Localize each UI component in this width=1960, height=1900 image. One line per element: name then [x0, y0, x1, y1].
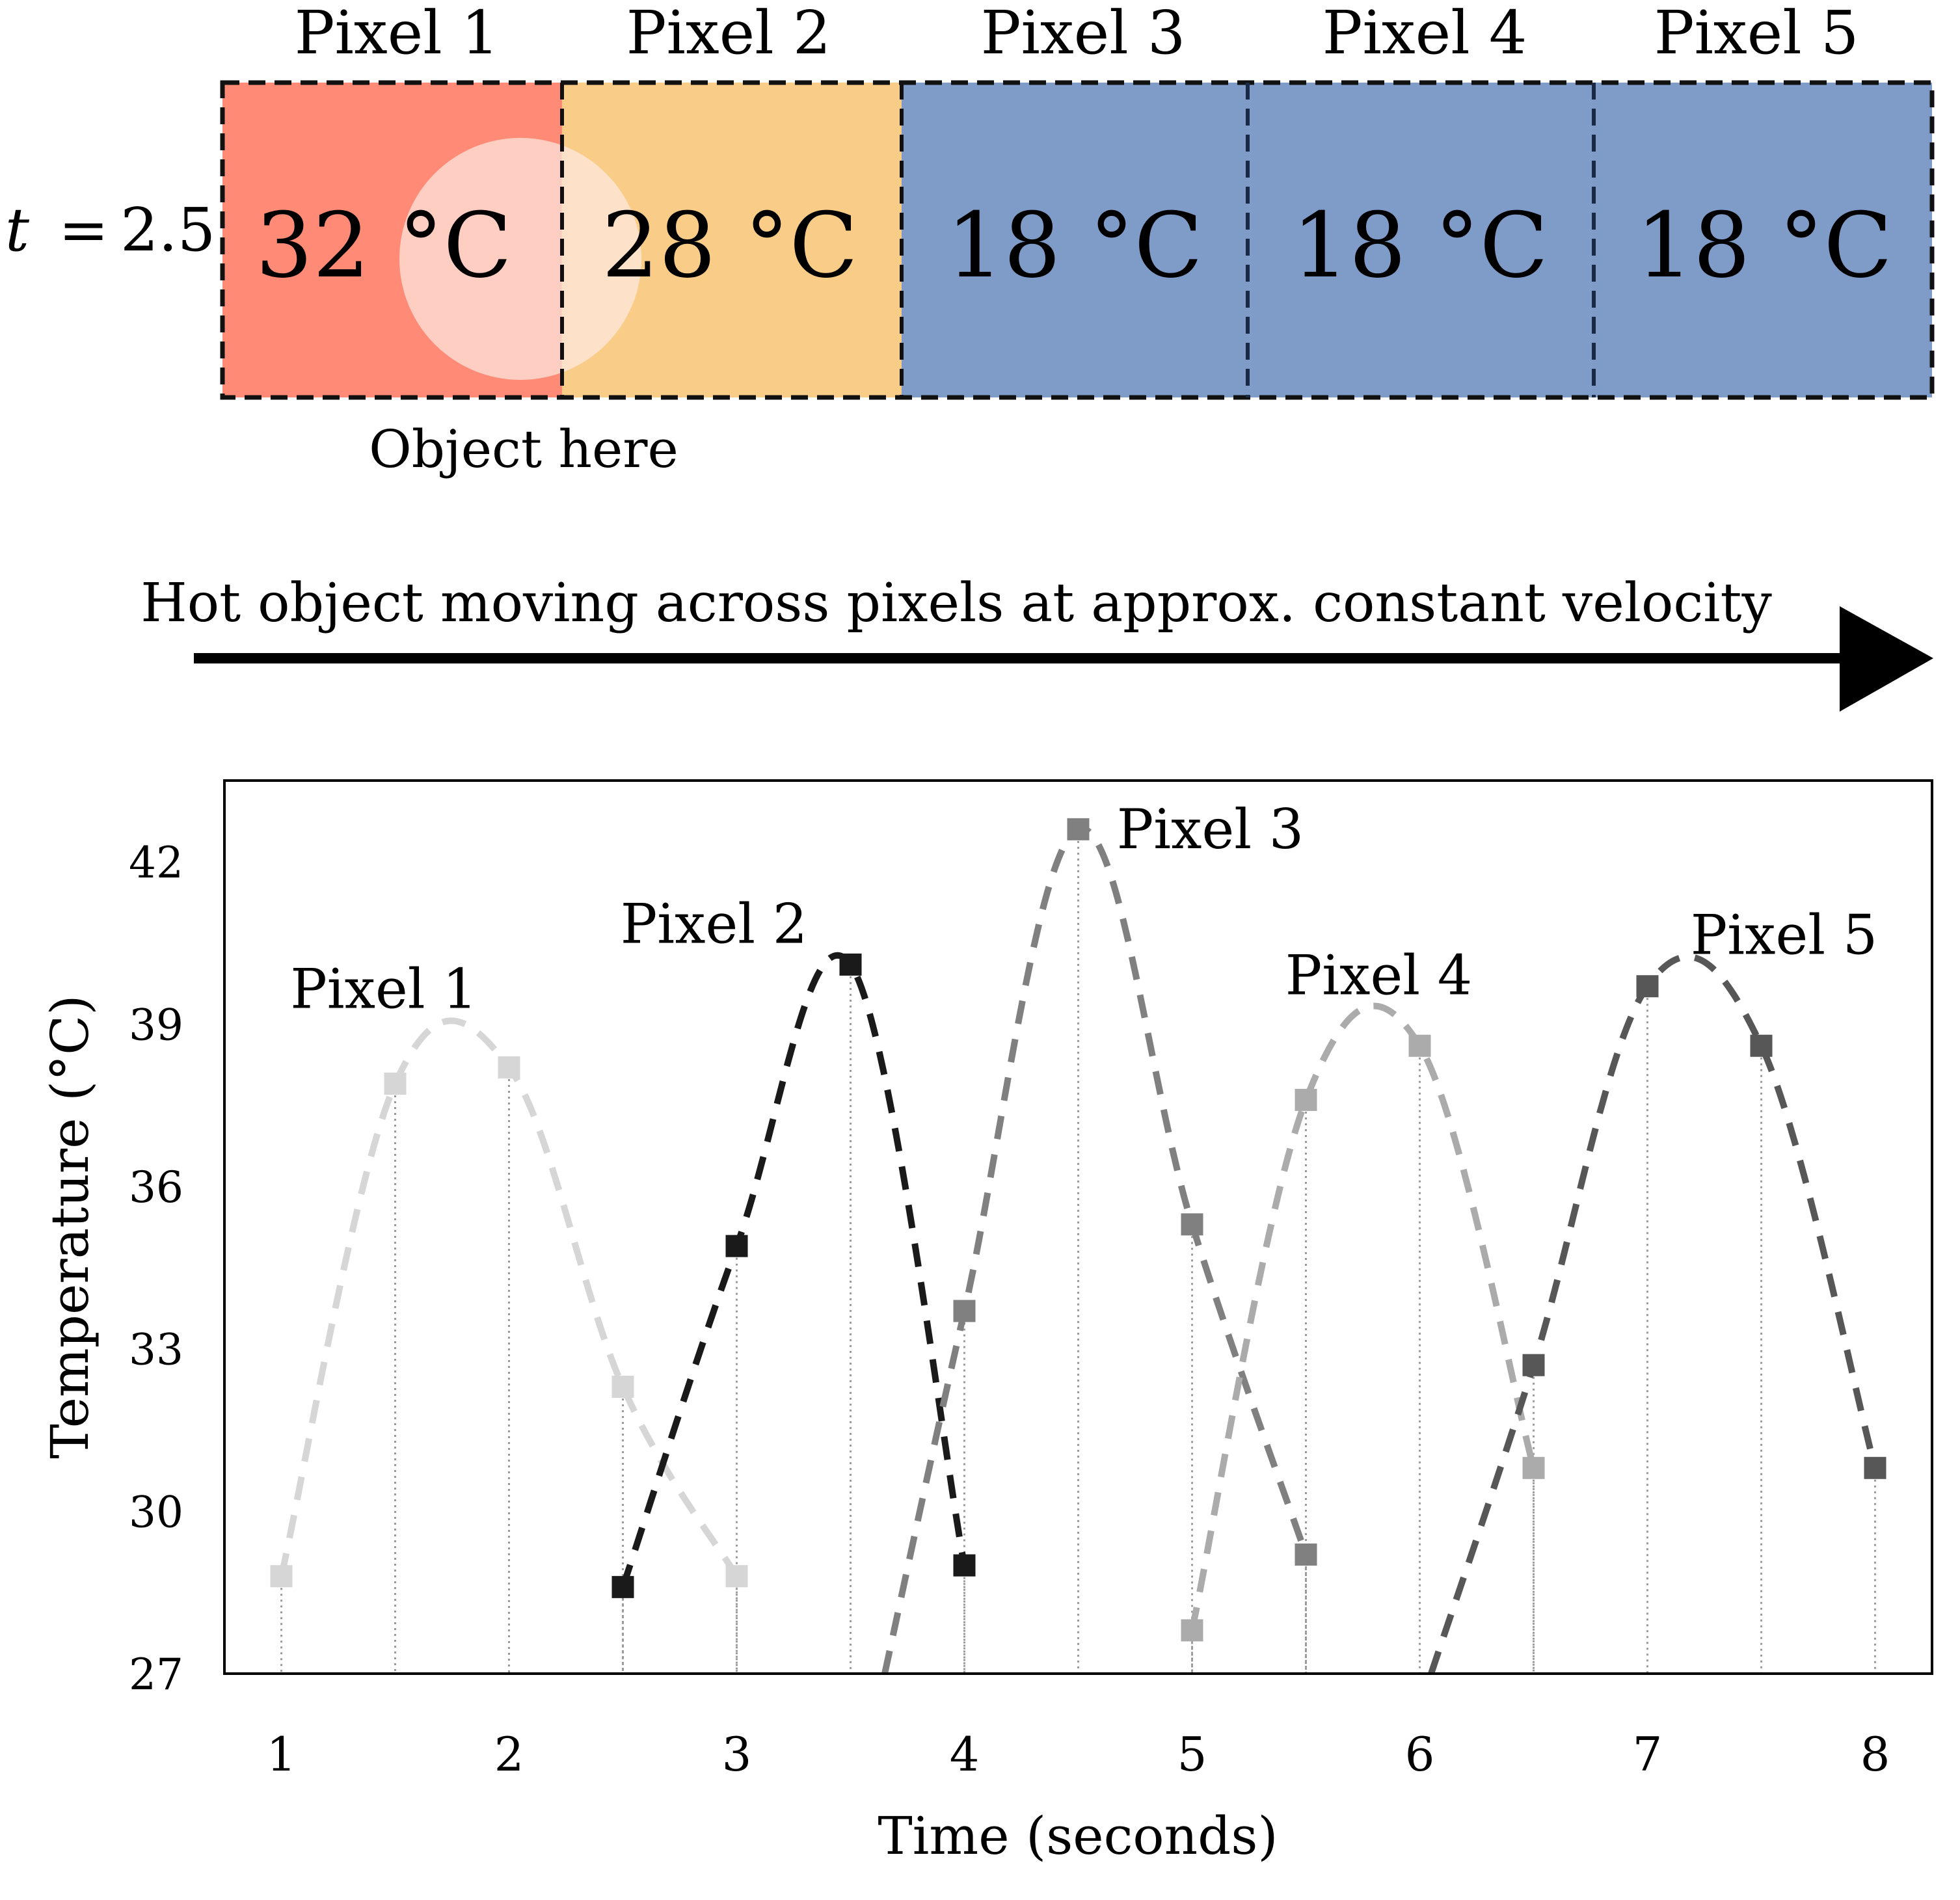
y-tick-label: 30	[129, 1487, 183, 1537]
pixel-1-marker	[498, 1056, 520, 1079]
pixel-3-label: Pixel 3	[981, 0, 1186, 68]
pixel-3-series-label: Pixel 3	[1117, 797, 1304, 861]
pixel-3-marker	[1067, 818, 1090, 840]
pixel-strip: Pixel 1 Pixel 2 Pixel 3 Pixel 4 Pixel 5 …	[5, 0, 1935, 479]
pixel-1-marker	[611, 1375, 634, 1398]
pixel-4-marker	[1408, 1034, 1431, 1057]
pixel-2-label: Pixel 2	[626, 0, 831, 68]
pixel-4-marker	[1522, 1456, 1545, 1479]
chart-series-labels: Pixel 1 Pixel 2 Pixel 3 Pixel 4 Pixel 5	[290, 797, 1877, 1021]
pixel-3-marker	[1181, 1213, 1203, 1236]
x-tick-label: 6	[1405, 1727, 1435, 1782]
x-tick-label: 7	[1633, 1727, 1663, 1782]
pixel-1-marker	[270, 1565, 293, 1588]
pixel-5-label: Pixel 5	[1654, 0, 1859, 68]
time-label-equals: =	[59, 195, 109, 265]
time-label-value: 2.5	[120, 195, 215, 265]
pixel-2-series-line	[619, 952, 968, 1588]
y-tick-label: 42	[129, 838, 183, 888]
x-tick-label: 1	[267, 1727, 297, 1782]
x-tick-label: 2	[494, 1727, 524, 1782]
arrow-head	[1840, 606, 1933, 712]
pixel-5-cell	[1594, 83, 1932, 397]
time-label-prefix: t	[5, 195, 30, 265]
hot-object-circle	[399, 138, 641, 380]
pixel-4-cell	[1248, 83, 1594, 397]
pixel-4-series-line	[1188, 1002, 1537, 1631]
pixel-5-marker	[1522, 1354, 1545, 1376]
y-tick-label: 36	[129, 1162, 183, 1212]
y-tick-label: 39	[129, 1000, 183, 1050]
pixel-2-series-label: Pixel 2	[621, 892, 807, 956]
arrow-label: Hot object moving across pixels at appro…	[141, 572, 1772, 634]
y-tick-label: 33	[129, 1325, 183, 1375]
pixel-2-marker	[725, 1235, 748, 1257]
pixel-5-marker	[1864, 1456, 1886, 1479]
pixel-5-series-label: Pixel 5	[1691, 903, 1877, 967]
motion-arrow: Hot object moving across pixels at appro…	[141, 572, 1933, 712]
pixel-3-temp: 18 °C	[946, 193, 1203, 298]
pixel-1-label: Pixel 1	[295, 0, 500, 68]
plot-frame	[223, 779, 1933, 1675]
pixel-1-series-label: Pixel 1	[290, 957, 477, 1021]
x-tick-label: 8	[1860, 1727, 1890, 1782]
object-here-label: Object here	[369, 419, 678, 479]
pixel-4-marker	[1181, 1619, 1203, 1642]
chart-gridlines	[280, 829, 1876, 1674]
pixel-5-temp: 18 °C	[1636, 193, 1892, 298]
pixel-5-series-line	[1428, 954, 1879, 1675]
pixel-3-cell	[902, 83, 1248, 397]
x-tick-label: 4	[950, 1727, 980, 1782]
pixel-2-temp: 28 °C	[602, 193, 858, 298]
pixel-4-marker	[1295, 1088, 1317, 1111]
pixel-1-marker	[384, 1072, 407, 1095]
pixel-3-marker	[953, 1300, 976, 1322]
x-tick-label: 5	[1177, 1727, 1207, 1782]
pixel-2-marker	[953, 1554, 976, 1577]
pixel-5-marker	[1750, 1034, 1773, 1057]
pixel-4-temp: 18 °C	[1292, 193, 1548, 298]
pixel-1-marker	[725, 1565, 748, 1588]
pixel-3-series-line	[881, 825, 1309, 1675]
pixel-2-marker	[839, 953, 862, 976]
chart-ticks: 1 2 3 4 5 6 7 8 27 30 33 36 39 42	[129, 838, 1890, 1782]
pixel-borders	[220, 80, 1935, 400]
pixel-4-series-label: Pixel 4	[1285, 944, 1472, 1008]
pixel-4-label: Pixel 4	[1322, 0, 1527, 68]
pixel-2-marker	[611, 1575, 634, 1598]
y-tick-label: 27	[129, 1650, 183, 1700]
pixel-strip-outline	[220, 80, 1935, 400]
x-axis-label: Time (seconds)	[878, 1806, 1278, 1866]
pixel-5-marker	[1636, 975, 1659, 998]
pixel-3-marker	[1295, 1543, 1317, 1566]
y-axis-label: Temperature (°C)	[40, 995, 100, 1458]
x-tick-label: 3	[722, 1727, 752, 1782]
pixel-1-temp: 32 °C	[256, 193, 512, 298]
chart-markers	[270, 818, 1886, 1642]
